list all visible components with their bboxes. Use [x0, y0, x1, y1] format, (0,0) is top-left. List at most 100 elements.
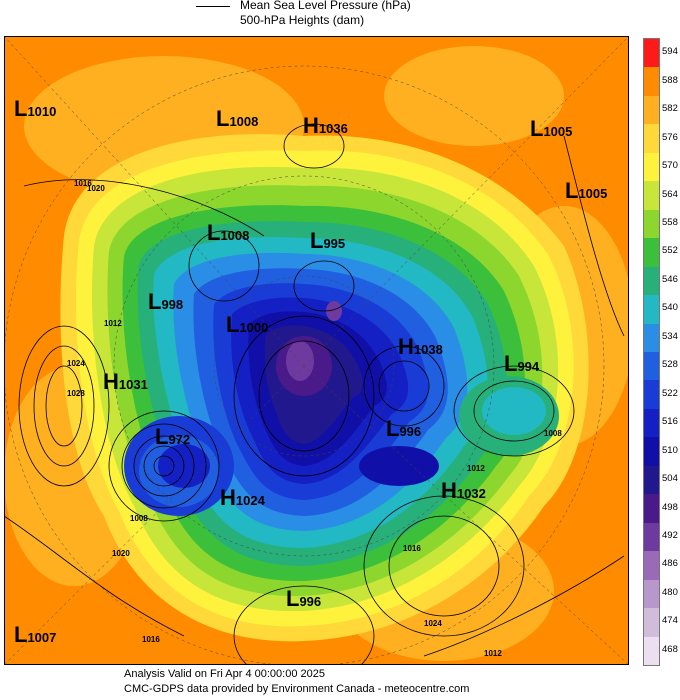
- colorbar-tick-label: 534: [662, 330, 678, 342]
- low-pressure-center: L1008: [207, 220, 249, 246]
- high-pressure-center: H1032: [441, 478, 486, 504]
- isobar-label: 1020: [112, 549, 130, 558]
- colorbar-tick-label: 570: [662, 160, 678, 172]
- colorbar-segment: [644, 522, 659, 552]
- height-patch-492: [326, 301, 342, 321]
- colorbar-segment: [644, 437, 659, 466]
- chart-header: Mean Sea Level Pressure (hPa) 500-hPa He…: [0, 0, 680, 36]
- weather-map: 1016102010241028101210081012101610201024…: [4, 36, 629, 665]
- colorbar-segment: [644, 67, 659, 96]
- colorbar-segment: [644, 152, 659, 182]
- center-pressure-value: 1024: [235, 493, 265, 508]
- center-type-letter: L: [14, 96, 28, 121]
- center-type-letter: L: [226, 312, 240, 337]
- center-type-letter: H: [398, 334, 414, 359]
- isobar-label: 1028: [67, 389, 85, 398]
- center-type-letter: L: [565, 178, 579, 203]
- colorbar-segment: [644, 39, 659, 68]
- height-legend-label: 500-hPa Heights (dam): [240, 13, 365, 27]
- colorbar-tick-label: 546: [662, 273, 678, 285]
- colorbar-segment: [644, 494, 659, 523]
- colorbar-segment: [644, 408, 659, 438]
- colorbar-segment: [644, 608, 659, 637]
- height-patch-582: [384, 46, 564, 146]
- center-pressure-value: 996: [399, 424, 422, 439]
- isobar-label: 1016: [403, 544, 421, 553]
- center-type-letter: L: [504, 351, 518, 376]
- center-type-letter: L: [155, 424, 169, 449]
- colorbar-segment: [644, 579, 659, 609]
- colorbar-segment: [644, 323, 659, 352]
- center-pressure-value: 996: [299, 594, 322, 609]
- center-pressure-value: 1031: [118, 377, 148, 392]
- center-pressure-value: 1032: [456, 486, 486, 501]
- low-pressure-center: L994: [504, 351, 539, 377]
- center-type-letter: H: [220, 485, 236, 510]
- colorbar-tick-label: 510: [662, 444, 678, 456]
- colorbar-tick-label: 474: [662, 615, 678, 627]
- low-pressure-center: L996: [286, 586, 321, 612]
- low-pressure-center: L1005: [530, 116, 572, 142]
- isobar-label: 1024: [424, 619, 442, 628]
- colorbar-segment: [644, 266, 659, 296]
- center-type-letter: L: [310, 228, 324, 253]
- isobar-lines: [4, 123, 625, 665]
- center-pressure-value: 1007: [27, 630, 57, 645]
- high-pressure-center: H1024: [220, 485, 265, 511]
- low-pressure-center: L972: [155, 424, 190, 450]
- low-pressure-center: L1000: [226, 312, 268, 338]
- colorbar-tick-label: 564: [662, 188, 678, 200]
- colorbar-tick-label: 492: [662, 529, 678, 541]
- center-type-letter: L: [14, 622, 28, 647]
- colorbar-tick-label: 486: [662, 558, 678, 570]
- colorbar-segment: [644, 238, 659, 267]
- isobar-legend-line: [196, 6, 230, 7]
- colorbar-tick-label: 582: [662, 103, 678, 115]
- data-credit: CMC-GDPS data provided by Environment Ca…: [124, 683, 470, 695]
- colorbar-tick-label: 480: [662, 586, 678, 598]
- center-type-letter: H: [103, 369, 119, 394]
- isobar-label: 1012: [104, 319, 122, 328]
- colorbar-segment: [644, 95, 659, 125]
- colorbar-segment: [644, 352, 659, 381]
- colorbar-tick-label: 468: [662, 643, 678, 655]
- colorbar-segment: [644, 465, 659, 495]
- colorbar-segment: [644, 636, 659, 665]
- center-type-letter: L: [530, 116, 544, 141]
- center-type-letter: H: [303, 113, 319, 138]
- center-type-letter: L: [207, 220, 221, 245]
- center-pressure-value: 1036: [318, 121, 348, 136]
- lat-lon-grid: [4, 36, 629, 665]
- colorbar-tick-label: 528: [662, 359, 678, 371]
- high-pressure-center: H1031: [103, 369, 148, 395]
- colorbar-tick-label: 594: [662, 46, 678, 58]
- low-pressure-center: L1010: [14, 96, 56, 122]
- colorbar-tick-label: 522: [662, 387, 678, 399]
- colorbar-segment: [644, 295, 659, 324]
- isobar-label: 1012: [467, 464, 485, 473]
- center-pressure-value: 1010: [27, 104, 57, 119]
- colorbar-tick-label: 552: [662, 245, 678, 257]
- center-type-letter: L: [148, 289, 162, 314]
- colorbar-tick-label: 498: [662, 501, 678, 513]
- low-pressure-center: L1007: [14, 622, 56, 648]
- low-pressure-center: L996: [386, 416, 421, 442]
- low-pressure-center: L995: [310, 228, 345, 254]
- colorbar-segment: [644, 209, 659, 239]
- high-pressure-center: H1036: [303, 113, 348, 139]
- height-patch-540: [482, 387, 546, 435]
- colorbar-tick-label: 504: [662, 473, 678, 485]
- low-pressure-center: L1008: [216, 106, 258, 132]
- isobar-label: 1008: [544, 429, 562, 438]
- center-pressure-value: 1038: [413, 342, 443, 357]
- colorbar-tick-label: 558: [662, 216, 678, 228]
- analysis-valid-time: Analysis Valid on Fri Apr 4 00:00:00 202…: [124, 668, 325, 680]
- isobar-label: 1024: [67, 359, 85, 368]
- colorbar-tick-label: 516: [662, 416, 678, 428]
- center-pressure-value: 972: [168, 432, 191, 447]
- center-pressure-value: 1000: [239, 320, 269, 335]
- isobar-legend-label: Mean Sea Level Pressure (hPa): [240, 0, 411, 12]
- center-type-letter: L: [286, 586, 300, 611]
- isobar-label: 1012: [484, 649, 502, 658]
- center-type-letter: L: [386, 416, 400, 441]
